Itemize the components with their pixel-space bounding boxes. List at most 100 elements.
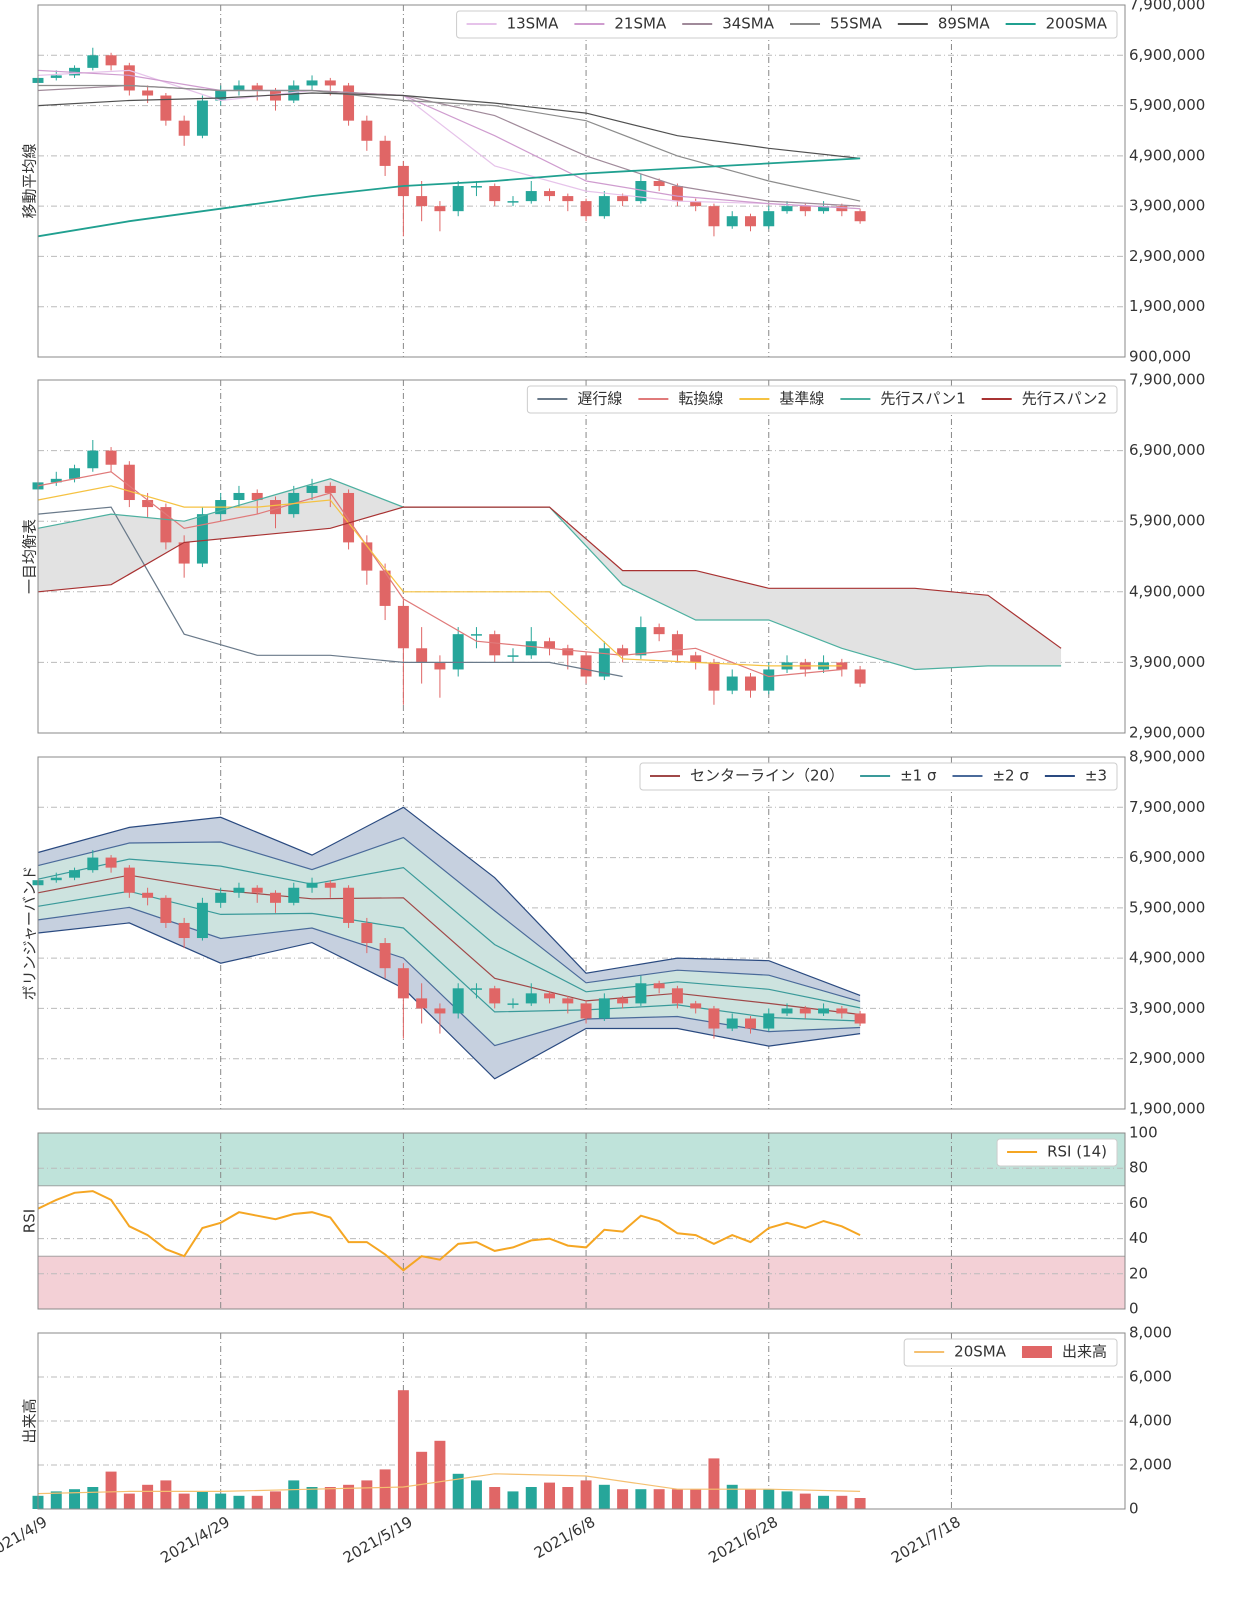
band-upper <box>37 836 861 1002</box>
candle-body <box>617 196 629 202</box>
candle-body <box>434 206 446 212</box>
candle-body <box>799 206 811 212</box>
legend-box <box>526 385 1118 414</box>
y-tick-label: 2,900,000 <box>1129 724 1205 742</box>
y-tick-label: 5,900,000 <box>1129 512 1205 530</box>
candle-body <box>525 641 537 656</box>
candle-body <box>50 877 62 881</box>
candle-body <box>288 887 300 903</box>
legend-label: ±2 σ <box>992 767 1029 785</box>
legend-swatch <box>1021 1346 1052 1358</box>
y-tick-label: 1,900,000 <box>1129 297 1205 315</box>
band-upper <box>37 806 861 996</box>
legend-label: ±3 <box>1085 767 1107 785</box>
ma-line <box>37 471 842 678</box>
volume-bar <box>361 1480 373 1509</box>
y-tick-label: 0 <box>1129 1300 1139 1318</box>
legend-label: センターライン（20） <box>690 767 844 785</box>
volume-bar <box>178 1493 190 1509</box>
candle-body <box>87 857 99 871</box>
candle-body <box>562 196 574 202</box>
candle-body <box>763 669 775 691</box>
volume-bar <box>416 1451 428 1509</box>
candle-body <box>343 492 355 543</box>
candle-body <box>69 67 81 76</box>
candle-body <box>544 641 556 649</box>
plot-frame <box>37 4 1126 358</box>
y-axis-label: 出来高 <box>21 1398 39 1443</box>
zone <box>38 1133 1125 1186</box>
candle-body <box>745 676 756 691</box>
candle-body <box>361 922 373 944</box>
x-tick-label: 2021/4/29 <box>157 1513 233 1567</box>
volume-bar <box>306 1487 318 1509</box>
candle-body <box>745 1018 756 1029</box>
candle-body <box>726 1018 738 1029</box>
candle-body <box>50 75 62 78</box>
candle-body <box>470 634 482 636</box>
y-tick-label: 8,000 <box>1129 1324 1172 1342</box>
candle-body <box>215 892 227 903</box>
candle-body <box>233 85 245 91</box>
volume-bar <box>324 1487 336 1509</box>
volume-bar <box>598 1484 610 1509</box>
volume-bar <box>745 1489 756 1509</box>
candle-body <box>452 988 464 1014</box>
ma-line <box>37 69 861 210</box>
volume-bar <box>818 1495 830 1509</box>
ma-line <box>37 157 861 238</box>
x-tick-label: 2021/6/8 <box>531 1513 598 1562</box>
candle-body <box>854 1013 866 1024</box>
candle-body <box>343 887 355 923</box>
y-tick-label: 8,900,000 <box>1129 748 1205 766</box>
volume-bar <box>799 1493 811 1509</box>
candle-body <box>635 983 647 1004</box>
volume-bar <box>470 1480 482 1509</box>
band-lower <box>37 906 861 1047</box>
candle-body <box>690 1003 702 1009</box>
volume-bar <box>580 1480 592 1509</box>
candle-body <box>799 1008 811 1014</box>
candle-body <box>379 140 391 166</box>
y-tick-label: 2,900,000 <box>1129 247 1205 265</box>
candle-body <box>617 648 629 656</box>
band-upper <box>37 858 861 1009</box>
volume-bar <box>69 1489 81 1509</box>
candle-body <box>416 998 428 1009</box>
volume-bar <box>562 1487 574 1509</box>
legend-label: 55SMA <box>830 15 883 33</box>
candle-body <box>671 988 683 1004</box>
band-lower <box>37 922 861 1080</box>
candle-body <box>160 507 172 543</box>
legend-label: 21SMA <box>614 15 667 33</box>
candle-body <box>178 922 190 939</box>
candle-body <box>123 65 135 91</box>
y-tick-label: 4,900,000 <box>1129 146 1205 164</box>
legend-label: 89SMA <box>938 15 991 33</box>
volume-bar <box>635 1489 647 1509</box>
volume-bar <box>288 1480 300 1509</box>
plot-frame <box>37 379 1126 734</box>
candle-body <box>544 191 556 197</box>
legend-box <box>996 1138 1118 1167</box>
candle-body <box>726 676 738 691</box>
volume-bar <box>854 1498 866 1509</box>
candle-body <box>470 186 482 188</box>
volume-bar <box>489 1487 501 1509</box>
candle-body <box>598 998 610 1019</box>
center-line <box>37 874 861 1016</box>
legend-label: 先行スパン2 <box>1022 390 1107 408</box>
legend-box <box>903 1338 1118 1367</box>
candle-body <box>671 186 683 202</box>
candle-body <box>489 186 501 202</box>
candle-body <box>361 542 373 571</box>
volume-bar <box>507 1491 519 1509</box>
candle-body <box>324 80 336 86</box>
volume-bar <box>763 1489 775 1509</box>
candle-body <box>708 206 720 227</box>
candle-body <box>671 634 683 656</box>
volume-bar <box>215 1493 227 1509</box>
candle-body <box>854 211 866 222</box>
y-tick-label: 40 <box>1129 1229 1148 1247</box>
legend-label: 34SMA <box>722 15 775 33</box>
